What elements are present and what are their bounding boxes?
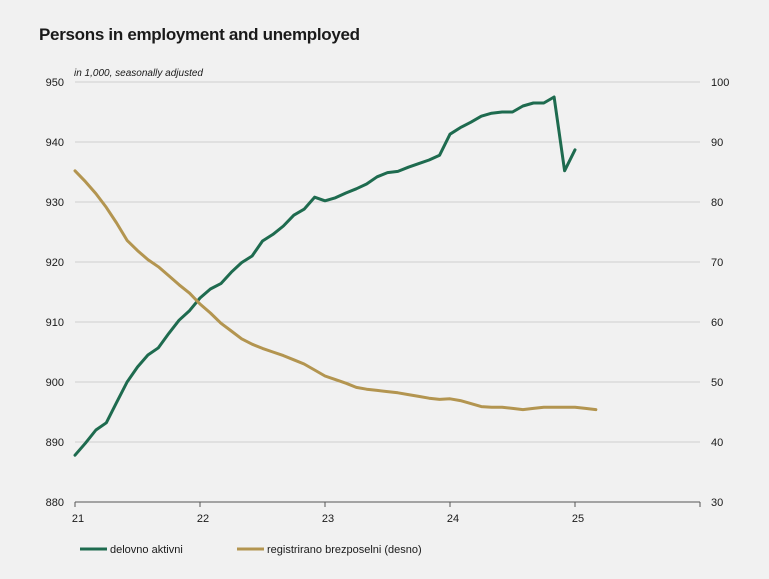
right-tick-label: 50: [711, 377, 723, 389]
left-axis-ticks: 880 890 900 910 920 930 940 950: [46, 77, 64, 509]
x-tick-label: 22: [197, 513, 209, 525]
legend: delovno aktivni registrirano brezposelni …: [80, 544, 422, 556]
x-tick-label: 25: [572, 513, 584, 525]
x-tick-label: 24: [447, 513, 459, 525]
series-line-1: [73, 95, 577, 457]
legend-label: delovno aktivni: [110, 544, 183, 556]
legend-label: registrirano brezposelni (desno): [267, 544, 422, 556]
left-tick-label: 910: [46, 317, 64, 329]
left-tick-label: 890: [46, 437, 64, 449]
left-tick-label: 880: [46, 497, 64, 509]
right-axis-ticks: 30 40 50 60 70 80 90 100: [711, 77, 729, 509]
left-tick-label: 900: [46, 377, 64, 389]
right-tick-label: 30: [711, 497, 723, 509]
gridlines: [75, 81, 700, 503]
right-tick-label: 80: [711, 197, 723, 209]
x-tick-label: 21: [72, 513, 84, 525]
x-tick-label: 23: [322, 513, 334, 525]
x-axis-ticks: 21 22 23 24 25: [72, 502, 701, 525]
right-tick-label: 40: [711, 437, 723, 449]
unit-note: in 1,000, seasonally adjusted: [74, 68, 203, 79]
right-tick-label: 90: [711, 137, 723, 149]
right-tick-label: 100: [711, 77, 729, 89]
series-line-2: [73, 169, 598, 412]
right-tick-label: 70: [711, 257, 723, 269]
left-tick-label: 920: [46, 257, 64, 269]
right-tick-label: 60: [711, 317, 723, 329]
left-tick-label: 950: [46, 77, 64, 89]
series-lines: [73, 95, 598, 457]
left-tick-label: 930: [46, 197, 64, 209]
left-tick-label: 940: [46, 137, 64, 149]
chart-title: Persons in employment and unemployed: [39, 25, 360, 44]
